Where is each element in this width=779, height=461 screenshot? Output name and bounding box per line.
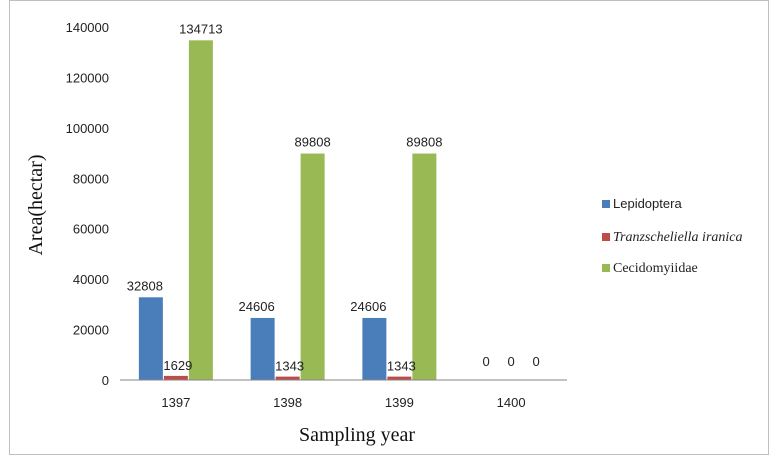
y-tick-label: 80000 — [73, 171, 109, 186]
x-axis-title: Sampling year — [299, 424, 415, 446]
data-label: 32808 — [127, 278, 163, 293]
data-label: 1629 — [163, 358, 192, 373]
y-tick-label: 140000 — [66, 20, 109, 35]
data-label: 89808 — [295, 135, 331, 150]
bar — [362, 317, 387, 380]
y-tick-label: 0 — [102, 373, 109, 388]
data-label: 0 — [508, 354, 515, 369]
legend-label-tranzscheliella: Tranzscheliella iranica — [613, 230, 743, 245]
bars — [138, 40, 437, 381]
x-tick-label: 1399 — [385, 395, 414, 410]
data-label: 134713 — [179, 21, 222, 36]
bar — [250, 317, 275, 380]
legend-item-cecidomyiidae: Cecidomyiidae — [602, 261, 698, 276]
bar — [387, 376, 412, 380]
y-tick-label: 100000 — [66, 121, 109, 136]
data-label: 89808 — [406, 135, 442, 150]
bar — [138, 297, 163, 380]
data-label: 24606 — [239, 299, 275, 314]
x-axis-ticks: 1397 1398 1399 1400 — [161, 395, 525, 410]
data-label: 1343 — [387, 359, 416, 374]
y-axis-ticks: 0 20000 40000 60000 80000 100000 120000 140000 — [66, 20, 109, 388]
data-labels: 32808 1629 134713 24606 1343 89808 24606 1343 89… — [127, 21, 540, 373]
y-tick-label: 40000 — [73, 272, 109, 287]
legend-swatch-lepidoptera — [602, 200, 610, 208]
bar — [300, 153, 325, 380]
x-tick-label: 1400 — [497, 395, 526, 410]
y-tick-label: 120000 — [66, 70, 109, 85]
bar — [163, 375, 188, 380]
legend-swatch-tranzscheliella — [602, 233, 610, 241]
y-axis-title: Area(hectar) — [25, 154, 47, 255]
data-label: 1343 — [275, 359, 304, 374]
legend: Lepidoptera Tranzscheliella iranica Ceci… — [602, 196, 743, 276]
bar — [188, 40, 213, 381]
x-tick-label: 1397 — [161, 395, 190, 410]
y-tick-label: 20000 — [73, 323, 109, 338]
data-label: 0 — [533, 354, 540, 369]
x-tick-label: 1398 — [273, 395, 302, 410]
legend-label-lepidoptera: Lepidoptera — [613, 196, 682, 211]
y-tick-label: 60000 — [73, 222, 109, 237]
legend-swatch-cecidomyiidae — [602, 264, 610, 272]
data-label: 0 — [483, 354, 490, 369]
data-label: 24606 — [350, 299, 386, 314]
legend-item-tranzscheliella: Tranzscheliella iranica — [602, 230, 743, 245]
bar — [412, 153, 437, 380]
legend-item-lepidoptera: Lepidoptera — [602, 196, 682, 211]
legend-label-cecidomyiidae: Cecidomyiidae — [613, 261, 698, 276]
bar — [275, 376, 300, 380]
